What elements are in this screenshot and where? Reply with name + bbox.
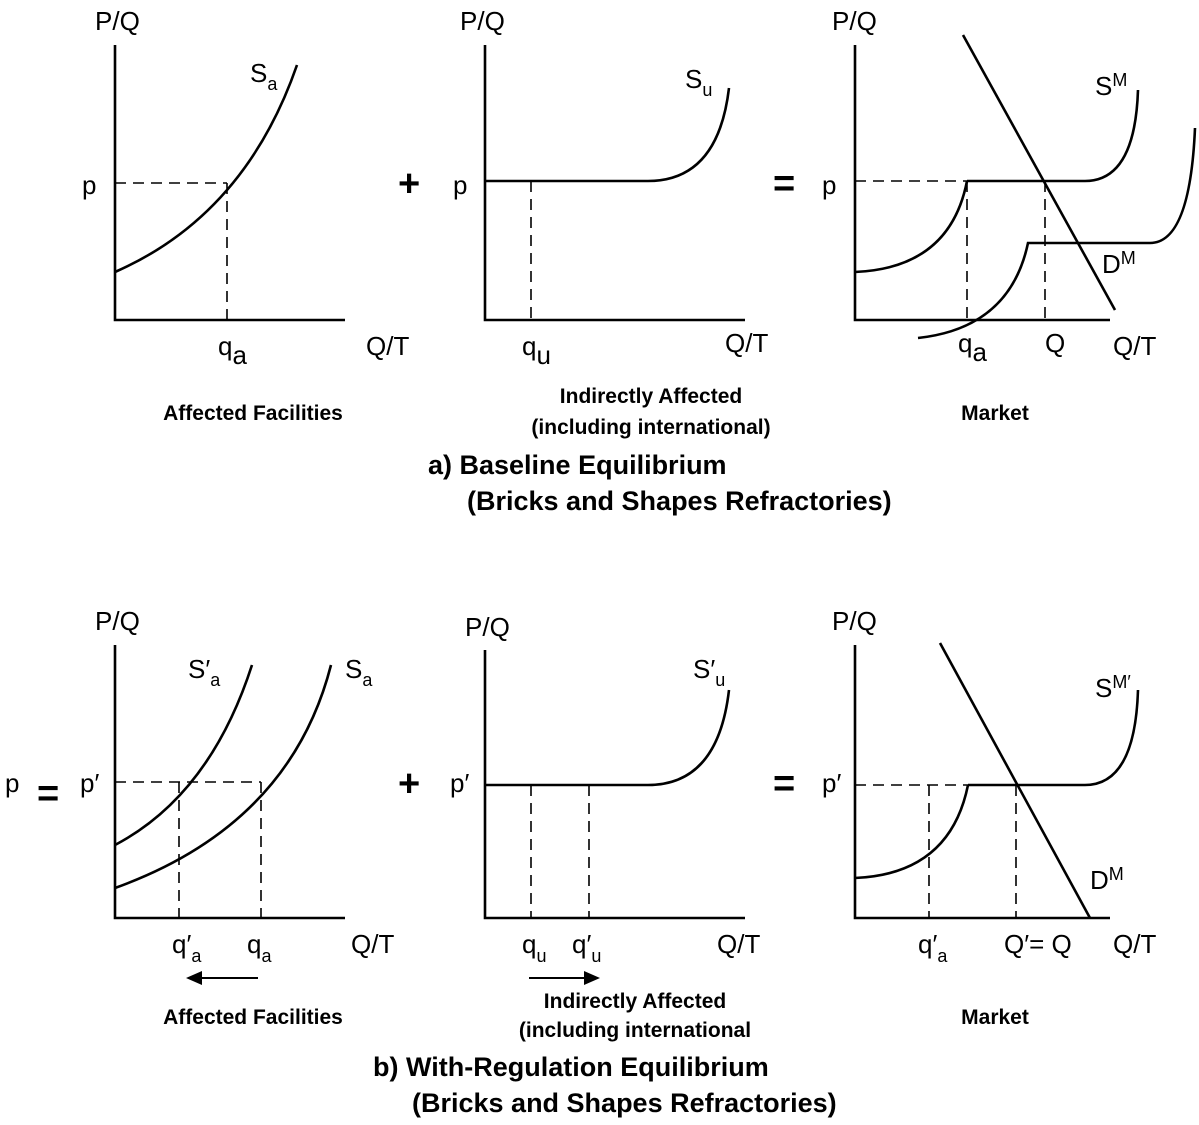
- y-axis-label: P/Q: [832, 6, 877, 36]
- demand-curve-dm: [961, 34, 1117, 311]
- graph-b-affected: P/Q Q/T S′a Sa p′ q′a qa Affected Facili…: [80, 606, 394, 1029]
- new-quantity-qa-label: q′a: [918, 929, 948, 966]
- y-axis: [853, 645, 1110, 920]
- quantity-label: qa: [218, 331, 247, 370]
- increase-arrow-head: [584, 971, 600, 985]
- price-label: p: [822, 170, 836, 200]
- plus-operator: +: [398, 163, 420, 205]
- y-axis: [113, 645, 345, 920]
- shifted-supply-label: S′a: [188, 654, 221, 690]
- demand-curve-dm: [938, 642, 1092, 919]
- supply-curve-sa: [114, 664, 333, 890]
- supply-curve-affected-component: [854, 784, 970, 880]
- caption: Market: [961, 402, 1029, 425]
- supply-label: SM′: [1095, 672, 1131, 703]
- caption-line1: Indirectly Affected: [560, 385, 742, 408]
- x-axis-label: Q/T: [351, 929, 394, 959]
- y-axis-label: P/Q: [465, 612, 510, 642]
- panel-a-title-line1: a) Baseline Equilibrium: [428, 450, 727, 480]
- equals-operator: =: [773, 163, 795, 205]
- supply-label: Su: [685, 64, 712, 100]
- quantity-q-label: Q: [1045, 328, 1065, 358]
- demand-label: DM: [1090, 864, 1124, 895]
- shifted-supply-curve: [114, 664, 254, 847]
- y-axis-label: P/Q: [460, 6, 505, 36]
- quantity-q-label: Q′= Q: [1004, 929, 1072, 959]
- shifted-supply-curve-su: [485, 689, 731, 787]
- price-label: p′: [822, 768, 841, 798]
- plus-operator: +: [398, 763, 420, 805]
- quantity-label: qa: [247, 929, 272, 966]
- caption: Affected Facilities: [163, 1006, 343, 1029]
- market-supply-curve-sm: [967, 89, 1140, 183]
- y-axis: [853, 45, 1110, 322]
- supply-label: SM: [1095, 70, 1127, 101]
- x-axis-label: Q/T: [366, 331, 409, 361]
- supply-curve-affected-component: [854, 180, 969, 274]
- supply-label: Sa: [345, 654, 373, 690]
- price-label: p: [453, 170, 467, 200]
- graph-b-indirect: P/Q Q/T S′u p′ qu q′u Indirectly Affecte…: [450, 612, 760, 1042]
- quantity-label: qu: [522, 331, 551, 370]
- indirect-supply-curve-shifted: [917, 127, 1197, 340]
- decrease-arrow-head: [186, 971, 202, 985]
- y-axis-label: P/Q: [832, 606, 877, 636]
- x-axis-label: Q/T: [1113, 331, 1156, 361]
- x-axis-label: Q/T: [725, 328, 768, 358]
- price-label: p′: [80, 768, 99, 798]
- panel-a-title-line2: (Bricks and Shapes Refractories): [467, 486, 892, 516]
- supply-curve-sa: [114, 64, 299, 274]
- graph-a-market: P/Q Q/T SM DM p qa Q Market: [822, 6, 1197, 425]
- new-quantity-label: q′a: [172, 929, 202, 966]
- panel-b-title-line1: b) With-Regulation Equilibrium: [373, 1052, 769, 1082]
- graph-a-indirect: P/Q Q/T Su p qu Indirectly Affected (inc…: [453, 6, 771, 439]
- x-axis-label: Q/T: [1113, 929, 1156, 959]
- caption-line1: Indirectly Affected: [544, 990, 726, 1013]
- supply-label: S′u: [693, 654, 725, 690]
- quantity-label: qu: [522, 929, 546, 966]
- caption-line2: (including international): [531, 416, 770, 439]
- equals-operator: =: [773, 763, 795, 805]
- graph-b-market: P/Q Q/T SM′ DM p′ q′a Q′= Q Market: [822, 606, 1156, 1029]
- quantity-qa-label: qa: [958, 328, 987, 367]
- demand-label: DM: [1102, 248, 1136, 279]
- lhs-price-label: p: [5, 768, 19, 798]
- x-axis-label: Q/T: [717, 929, 760, 959]
- caption: Affected Facilities: [163, 402, 343, 425]
- y-axis-label: P/Q: [95, 6, 140, 36]
- y-axis: [113, 45, 345, 322]
- supply-curve-su: [485, 87, 731, 183]
- panel-b-title-line2: (Bricks and Shapes Refractories): [412, 1088, 837, 1118]
- market-supply-curve-sm-prime: [968, 689, 1140, 787]
- supply-label: Sa: [250, 58, 278, 94]
- lhs-equals-operator: =: [37, 773, 59, 815]
- new-quantity-label: q′u: [572, 929, 601, 966]
- graph-a-affected: P/Q Q/T Sa p qa Affected Facilities: [82, 6, 409, 425]
- price-label: p′: [450, 768, 469, 798]
- caption: Market: [961, 1006, 1029, 1029]
- y-axis: [483, 45, 745, 322]
- price-label: p: [82, 170, 96, 200]
- caption-line2: (including international: [519, 1019, 751, 1042]
- y-axis-label: P/Q: [95, 606, 140, 636]
- y-axis: [483, 650, 745, 920]
